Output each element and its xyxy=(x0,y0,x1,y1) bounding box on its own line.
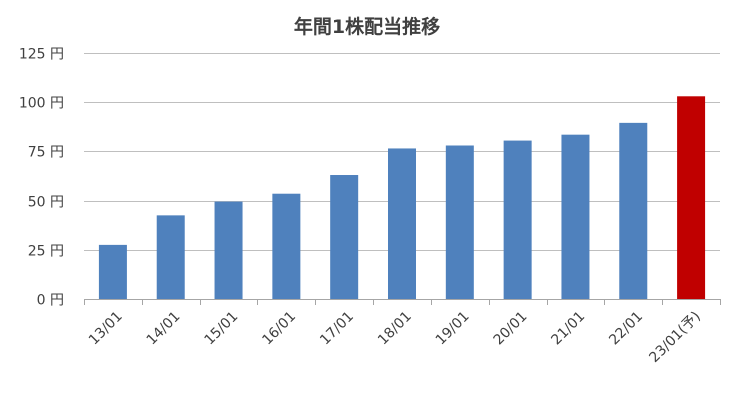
x-tick-label: 21/01 xyxy=(548,309,588,349)
bar-19/01 xyxy=(445,145,474,299)
x-tick-label: 23/01(予) xyxy=(646,309,703,366)
x-axis xyxy=(84,299,721,305)
y-axis-tick-labels: 0 円 25 円 50 円 75 円 100 円 125 円 xyxy=(19,47,64,309)
bar-16/01 xyxy=(272,193,301,299)
y-tick-label: 25 円 xyxy=(28,244,64,260)
bar-18/01 xyxy=(388,148,416,299)
x-axis-tick-labels: 13/01 14/01 15/01 16/01 17/01 18/01 19/01 20/01… xyxy=(86,309,704,366)
x-tick-label: 16/01 xyxy=(259,309,299,349)
y-tick-label: 100 円 xyxy=(19,96,64,112)
bar-15/01 xyxy=(214,201,243,299)
y-tick-label: 75 円 xyxy=(28,145,64,161)
y-tick-label: 50 円 xyxy=(28,195,64,211)
x-tick-label: 15/01 xyxy=(202,309,242,349)
bar-14/01 xyxy=(156,215,185,299)
x-tick-label: 18/01 xyxy=(375,309,415,349)
bar-20/01 xyxy=(503,140,532,299)
x-tick-label: 19/01 xyxy=(433,309,473,349)
bar-13/01 xyxy=(98,244,127,299)
chart-title: 年間1株配当推移 xyxy=(294,15,440,38)
x-tick-label: 20/01 xyxy=(491,309,531,349)
y-tick-label: 0 円 xyxy=(37,293,64,309)
bars xyxy=(98,96,706,300)
x-tick-label: 17/01 xyxy=(317,309,357,349)
bar-23/01(予) xyxy=(677,96,706,300)
y-tick-label: 125 円 xyxy=(19,47,64,63)
bar-21/01 xyxy=(561,134,590,299)
bar-17/01 xyxy=(330,175,359,299)
x-tick-label: 22/01 xyxy=(606,309,646,349)
x-tick-label: 14/01 xyxy=(144,309,184,349)
bar-22/01 xyxy=(619,122,648,299)
x-tick-label: 13/01 xyxy=(86,309,126,349)
